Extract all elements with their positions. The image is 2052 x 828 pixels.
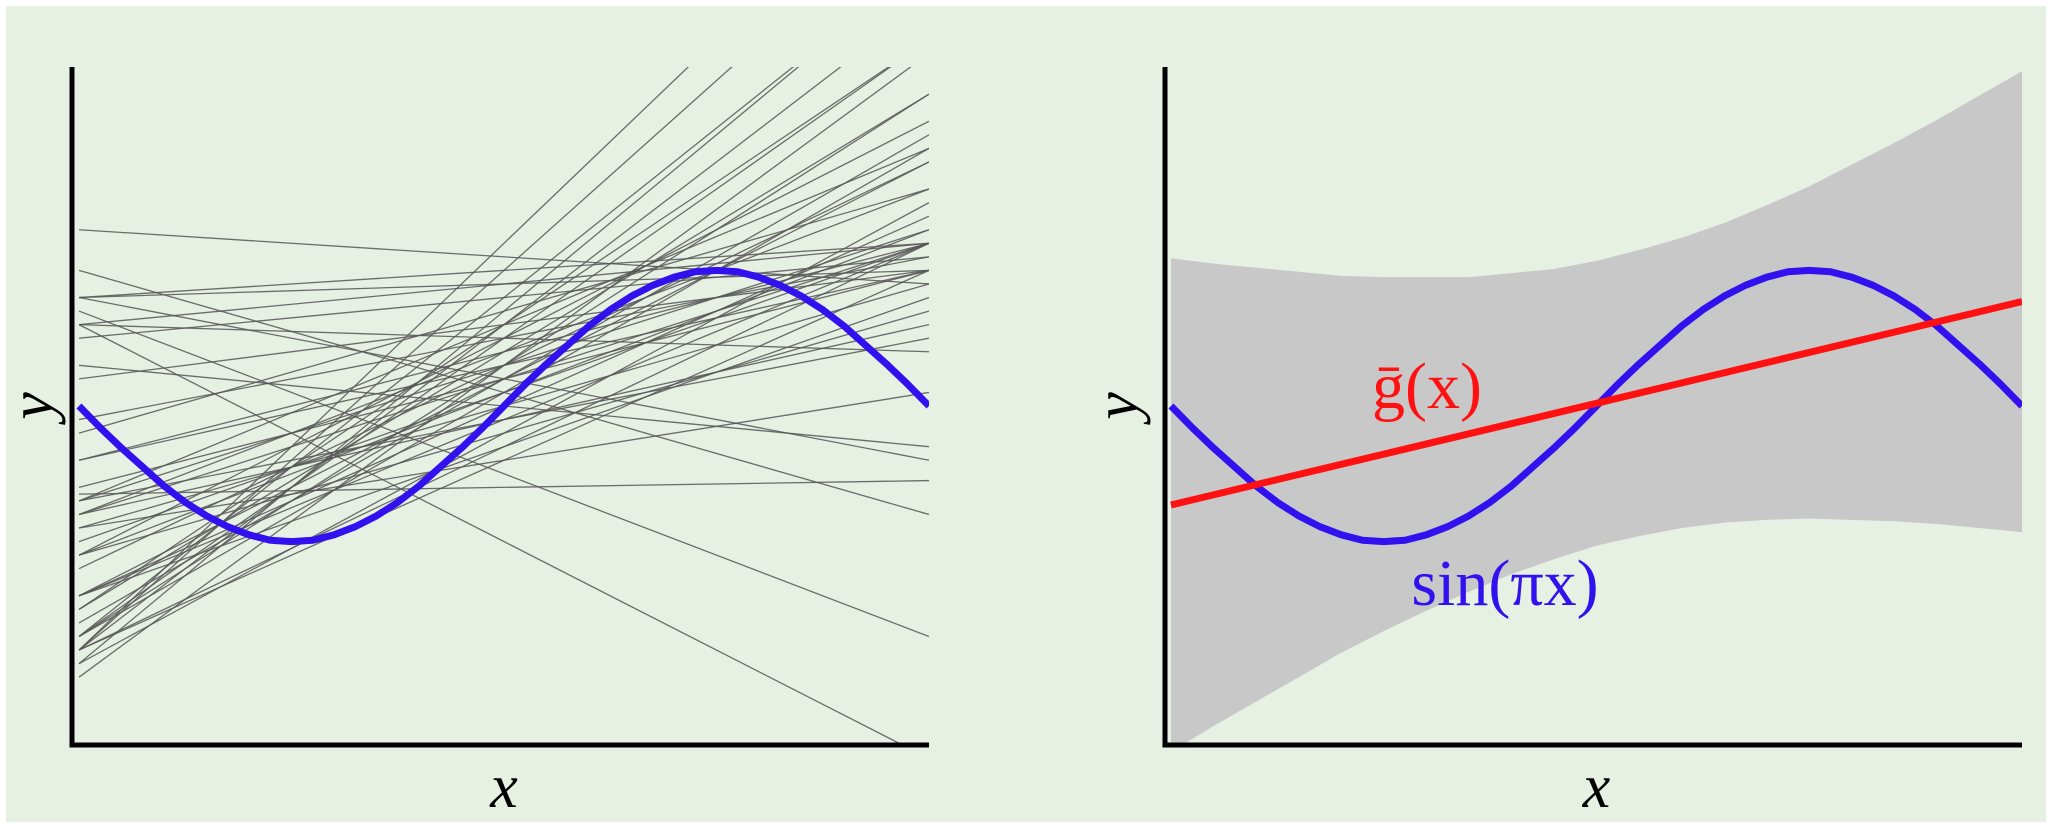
hypothesis-line: [78, 188, 929, 516]
hypothesis-line: [78, 147, 929, 638]
hypothesis-line: [78, 310, 929, 638]
hypothesis-line: [78, 67, 912, 678]
y-axis-label: y: [0, 392, 66, 426]
hypothesis-line: [78, 479, 929, 495]
hypothesis-line: [78, 324, 929, 516]
hypothesis-line: [78, 67, 800, 665]
plot-area: [1168, 71, 2022, 745]
curve: [76, 266, 929, 546]
hypothesis-line: [78, 256, 929, 339]
hypothesis-line: [78, 269, 929, 651]
axes: [69, 67, 929, 748]
annotation: sin(πx): [1411, 547, 1598, 620]
hypothesis-line: [78, 242, 929, 651]
y-axis-label: y: [1083, 392, 1151, 426]
annotation: ḡ(x): [1372, 350, 1482, 423]
hypothesis-line: [78, 147, 929, 502]
plot-area: [76, 67, 929, 745]
axes: [1162, 67, 2022, 748]
hypothesis-line: [78, 67, 690, 651]
mean-line: [1170, 298, 2022, 509]
hypothesis-line: [78, 324, 904, 745]
x-axis-label: x: [1582, 753, 1611, 821]
hypothesis-line: [78, 256, 929, 421]
x-axis-label: x: [489, 753, 518, 821]
